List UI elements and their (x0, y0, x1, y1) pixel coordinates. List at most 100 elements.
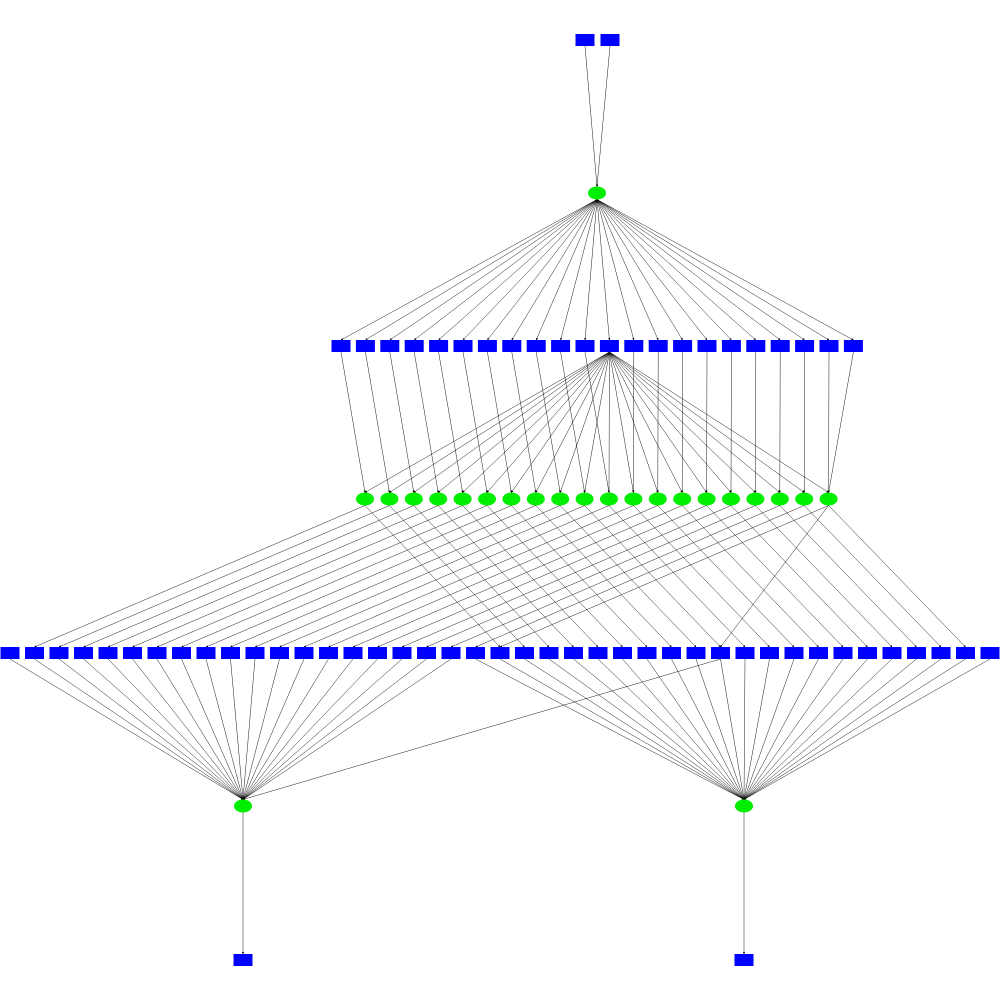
place-node-L2-16 (721, 340, 741, 352)
edge-L1-0-to-L2-13 (596, 199, 659, 341)
edge-L3-17-to-L4-18 (450, 505, 780, 648)
edge-L3-2-to-L4-3 (83, 505, 414, 648)
edge-L2-2-to-L3-2 (389, 351, 415, 493)
place-node-L2-10 (575, 340, 595, 352)
edge-L3-15-to-L4-16 (401, 505, 732, 648)
edge-L4-29-to-L5-1 (720, 658, 745, 800)
edge-L3-8-to-L4-28 (560, 505, 697, 648)
edge-L3-10-to-L4-11 (279, 505, 610, 648)
place-node-L4-33 (809, 647, 828, 659)
edge-L3-5-to-L4-6 (156, 505, 488, 648)
edge-L3-13-to-L4-33 (682, 505, 819, 648)
place-node-L4-2 (49, 647, 69, 659)
place-node-L4-12 (294, 647, 314, 659)
edge-L1-0-to-L2-7 (511, 199, 598, 341)
place-node-L2-19 (795, 340, 815, 352)
edge-L1-0-to-L2-10 (584, 199, 598, 341)
edge-L1-0-to-L2-16 (596, 199, 732, 341)
edge-L4-17-to-L5-0 (242, 658, 427, 800)
place-node-L2-12 (624, 340, 644, 352)
edge-L3-10-to-L4-30 (608, 505, 746, 648)
place-node-L2-5 (453, 340, 473, 352)
edge-L1-0-to-L2-3 (414, 199, 598, 341)
place-node-L2-14 (673, 340, 693, 352)
edge-L4-40-to-L5-1 (743, 658, 991, 800)
edge-L4-12-to-L5-0 (242, 658, 305, 800)
edge-L4-27-to-L5-1 (671, 658, 745, 800)
place-node-L0-1 (600, 34, 620, 46)
place-node-L4-3 (74, 647, 93, 659)
transition-node-L1-0 (588, 186, 606, 200)
edge-L4-30-to-L5-1 (742, 658, 746, 800)
transition-node-L3-4 (453, 492, 472, 506)
place-node-L2-15 (697, 340, 717, 352)
place-node-L4-29 (711, 647, 730, 659)
edge-L1-0-to-L2-4 (438, 199, 598, 341)
transition-node-L3-17 (770, 492, 789, 506)
edge-L2-1-to-L3-1 (365, 351, 391, 493)
place-node-L4-1 (25, 647, 44, 659)
place-node-L4-30 (735, 647, 755, 659)
place-node-L2-13 (648, 340, 668, 352)
edge-L3-18-to-L4-19 (475, 505, 805, 648)
place-node-L2-21 (843, 340, 863, 352)
transition-node-L3-16 (746, 492, 765, 506)
place-node-L4-14 (343, 647, 363, 659)
edge-L3-3-to-L4-23 (438, 505, 574, 648)
place-node-L0-0 (575, 34, 595, 46)
transition-node-L3-13 (673, 492, 692, 506)
place-node-L4-9 (221, 647, 240, 659)
place-node-L2-3 (404, 340, 424, 352)
edge-L4-32-to-L5-1 (743, 658, 795, 800)
transition-node-L5-1 (735, 799, 753, 813)
place-node-L4-31 (760, 647, 779, 659)
place-node-L2-6 (477, 340, 497, 352)
transition-node-L3-6 (502, 492, 521, 506)
edge-L1-0-to-L2-17 (596, 199, 756, 341)
edge-L2-11-to-L3-5 (486, 351, 610, 493)
edge-L3-8-to-L4-9 (230, 505, 561, 648)
edge-L0-0-to-L1-0 (584, 45, 598, 187)
transition-node-L3-8 (551, 492, 570, 506)
edge-L3-12-to-L4-13 (328, 505, 658, 648)
transition-node-L3-12 (648, 492, 667, 506)
place-node-L4-38 (931, 647, 951, 659)
edge-L2-11-to-L3-3 (438, 351, 610, 493)
edge-L4-36-to-L5-1 (743, 658, 893, 800)
place-node-L4-28 (686, 647, 706, 659)
edge-L4-24-to-L5-1 (597, 658, 745, 800)
edge-L1-0-to-L2-14 (596, 199, 683, 341)
edge-L2-11-to-L3-19 (609, 351, 829, 493)
transition-node-L3-18 (795, 492, 814, 506)
edges-layer (9, 45, 991, 955)
place-node-L4-6 (147, 647, 167, 659)
edge-L4-14-to-L5-0 (242, 658, 354, 800)
edge-L2-11-to-L3-15 (609, 351, 732, 493)
edge-L3-6-to-L4-7 (181, 505, 512, 648)
edge-L1-0-to-L2-9 (560, 199, 598, 341)
edge-L3-16-to-L4-36 (755, 505, 893, 648)
edge-L3-7-to-L4-27 (535, 505, 672, 648)
place-node-L2-1 (355, 340, 375, 352)
edge-L3-3-to-L4-4 (107, 505, 439, 648)
edge-L3-7-to-L4-8 (205, 505, 536, 648)
place-node-L2-20 (819, 340, 839, 352)
place-node-L4-8 (196, 647, 216, 659)
place-node-L4-17 (417, 647, 436, 659)
edge-L1-0-to-L2-5 (462, 199, 598, 341)
place-node-L2-11 (599, 340, 619, 352)
edge-L3-5-to-L4-25 (486, 505, 623, 648)
transition-node-L3-19 (819, 492, 838, 506)
place-node-L4-20 (490, 647, 510, 659)
edge-L3-12-to-L4-32 (657, 505, 795, 648)
edge-L0-1-to-L1-0 (596, 45, 611, 187)
edge-L4-29-to-L5-0 (242, 658, 721, 801)
edge-L3-6-to-L4-26 (511, 505, 648, 648)
edge-L3-14-to-L4-15 (377, 505, 707, 648)
edge-L1-0-to-L2-2 (389, 199, 598, 341)
edge-L4-22-to-L5-1 (548, 658, 745, 800)
place-node-L4-27 (662, 647, 681, 659)
edge-L2-11-to-L3-17 (609, 351, 780, 493)
edge-L4-16-to-L5-0 (242, 658, 403, 800)
